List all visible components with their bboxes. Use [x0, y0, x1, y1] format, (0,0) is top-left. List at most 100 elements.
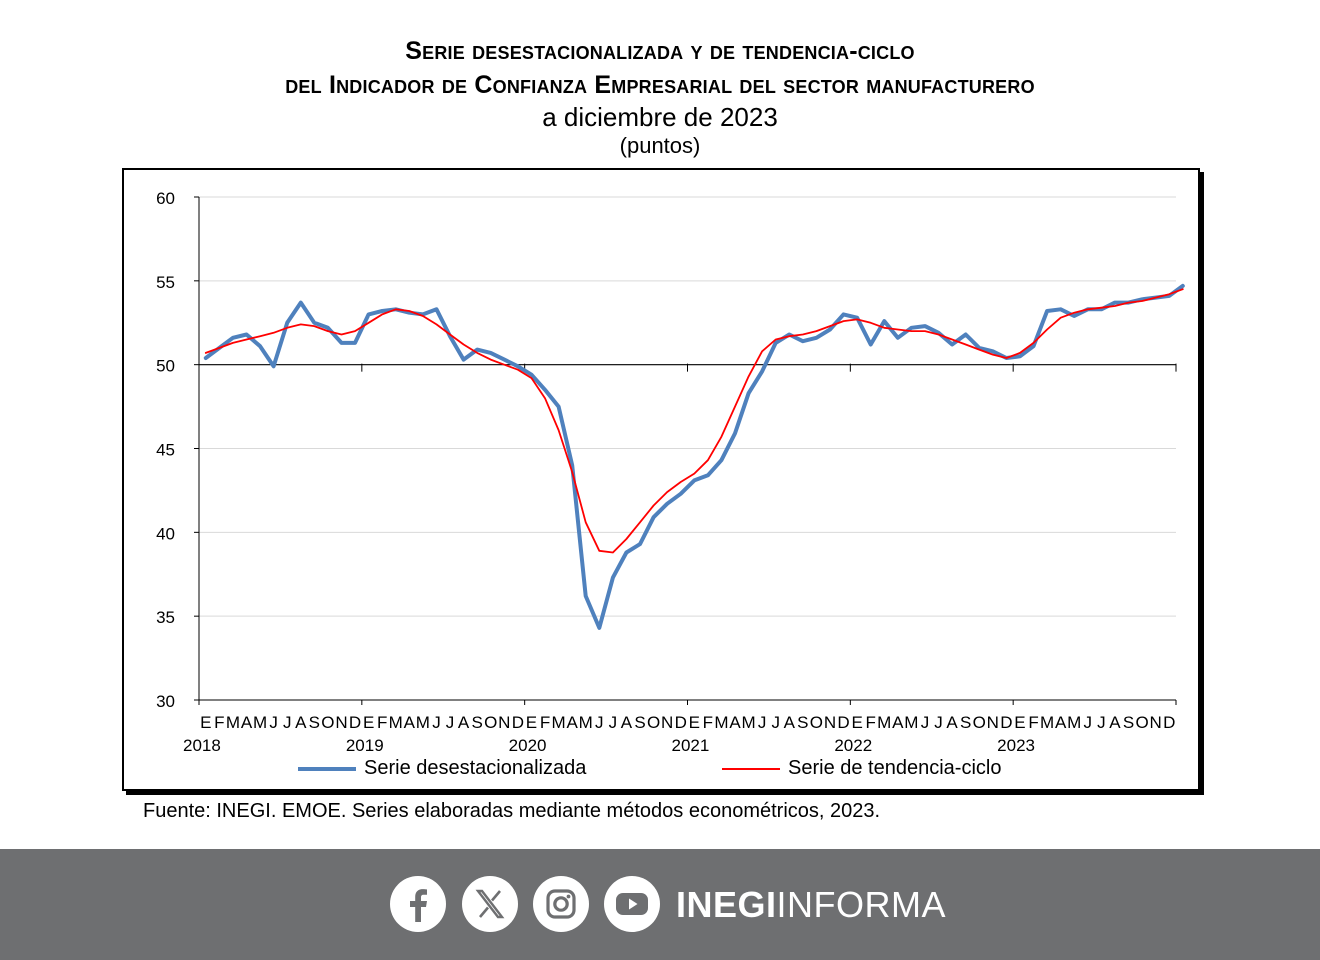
y-tick-label: 30 — [156, 692, 175, 711]
month-tick-label: S — [1123, 713, 1134, 732]
month-tick-label: N — [498, 713, 510, 732]
month-tick-label: S — [634, 713, 645, 732]
facebook-icon[interactable] — [390, 876, 446, 932]
month-tick-label: A — [946, 713, 958, 732]
month-tick-label: J — [446, 713, 455, 732]
month-tick-label: D — [349, 713, 361, 732]
month-tick-label: D — [837, 713, 849, 732]
year-tick-label: 2020 — [509, 736, 547, 755]
month-tick-label: J — [283, 713, 292, 732]
year-tick-label: 2018 — [183, 736, 221, 755]
month-tick-label: J — [758, 713, 767, 732]
month-tick-label: N — [824, 713, 836, 732]
month-tick-label: O — [484, 713, 497, 732]
month-tick-label: M — [1040, 713, 1054, 732]
brand-light: INFORMA — [776, 884, 947, 925]
legend-item-desestacionalizada: Serie desestacionalizada — [298, 756, 586, 780]
year-tick-label: 2022 — [834, 736, 872, 755]
month-tick-label: A — [241, 713, 253, 732]
legend-item-tendencia: Serie de tendencia-ciclo — [722, 756, 1001, 780]
month-tick-label: M — [552, 713, 566, 732]
month-tick-label: J — [432, 713, 441, 732]
year-tick-label: 2019 — [346, 736, 384, 755]
month-tick-label: S — [797, 713, 808, 732]
month-tick-label: O — [321, 713, 334, 732]
month-tick-label: J — [595, 713, 604, 732]
month-tick-label: M — [389, 713, 403, 732]
chart-title-block: Serie desestacionalizada y de tendencia-… — [0, 34, 1320, 160]
month-tick-label: F — [865, 713, 875, 732]
month-tick-label: M — [579, 713, 593, 732]
footer-bar: INEGIINFORMA — [0, 849, 1320, 960]
y-tick-label: 35 — [156, 608, 175, 627]
month-tick-label: A — [1109, 713, 1121, 732]
month-tick-label: A — [566, 713, 578, 732]
month-tick-label: J — [609, 713, 618, 732]
month-tick-label: E — [851, 713, 862, 732]
y-tick-label: 50 — [156, 357, 175, 376]
month-tick-label: J — [934, 713, 943, 732]
month-tick-label: J — [1097, 713, 1106, 732]
month-tick-label: O — [1135, 713, 1148, 732]
month-tick-label: S — [960, 713, 971, 732]
month-tick-label: A — [621, 713, 633, 732]
month-tick-label: F — [703, 713, 713, 732]
month-tick-label: S — [309, 713, 320, 732]
month-tick-label: D — [675, 713, 687, 732]
source-note: Fuente: INEGI. EMOE. Series elaboradas m… — [143, 800, 881, 822]
month-tick-label: M — [1067, 713, 1081, 732]
year-tick-label: 2023 — [997, 736, 1035, 755]
month-tick-label: A — [458, 713, 470, 732]
month-tick-label: N — [987, 713, 999, 732]
legend-swatch-red — [722, 767, 780, 770]
month-tick-label: A — [892, 713, 904, 732]
month-tick-label: E — [363, 713, 374, 732]
y-tick-label: 45 — [156, 441, 175, 460]
month-tick-label: D — [1163, 713, 1175, 732]
chart-unit: (puntos) — [619, 133, 701, 158]
month-tick-label: F — [1028, 713, 1038, 732]
brand-wordmark[interactable]: INEGIINFORMA — [676, 885, 946, 925]
y-tick-label: 55 — [156, 273, 175, 292]
month-tick-label: F — [214, 713, 224, 732]
legend-swatch-blue — [298, 766, 356, 771]
y-tick-label: 60 — [156, 189, 175, 208]
year-tick-label: 2021 — [672, 736, 710, 755]
month-tick-label: M — [714, 713, 728, 732]
month-tick-label: M — [253, 713, 267, 732]
month-tick-label: D — [1000, 713, 1012, 732]
month-tick-label: D — [512, 713, 524, 732]
month-tick-label: J — [269, 713, 278, 732]
month-tick-label: A — [1055, 713, 1067, 732]
month-tick-label: M — [741, 713, 755, 732]
instagram-icon[interactable] — [533, 876, 589, 932]
series-line-desestacionalizada — [203, 283, 1185, 630]
legend-label: Serie de tendencia-ciclo — [788, 757, 1002, 779]
month-tick-label: A — [784, 713, 796, 732]
month-tick-label: M — [416, 713, 430, 732]
month-tick-label: O — [973, 713, 986, 732]
month-tick-label: J — [1084, 713, 1093, 732]
month-tick-label: M — [904, 713, 918, 732]
month-tick-label: J — [921, 713, 930, 732]
month-tick-label: A — [729, 713, 741, 732]
month-tick-label: E — [1014, 713, 1025, 732]
series-line-tendencia — [204, 288, 1184, 554]
chart-frame: 30 35 40 45 50 55 60 E F M A M J J A S O N D 2018 E F M A M J J A S O… — [122, 168, 1200, 791]
youtube-icon[interactable] — [604, 876, 660, 932]
month-tick-label: E — [689, 713, 700, 732]
month-tick-label: A — [404, 713, 416, 732]
month-tick-label: F — [377, 713, 387, 732]
month-tick-label: F — [540, 713, 550, 732]
month-tick-label: E — [526, 713, 537, 732]
month-tick-label: O — [647, 713, 660, 732]
chart-title-line-2: del Indicador de Confianza Empresarial d… — [285, 71, 1035, 99]
y-tick-label: 40 — [156, 524, 175, 543]
month-tick-label: A — [295, 713, 307, 732]
legend-label: Serie desestacionalizada — [364, 757, 587, 779]
month-tick-label: J — [771, 713, 780, 732]
month-tick-label: N — [335, 713, 347, 732]
x-icon[interactable] — [462, 876, 518, 932]
month-tick-label: S — [472, 713, 483, 732]
